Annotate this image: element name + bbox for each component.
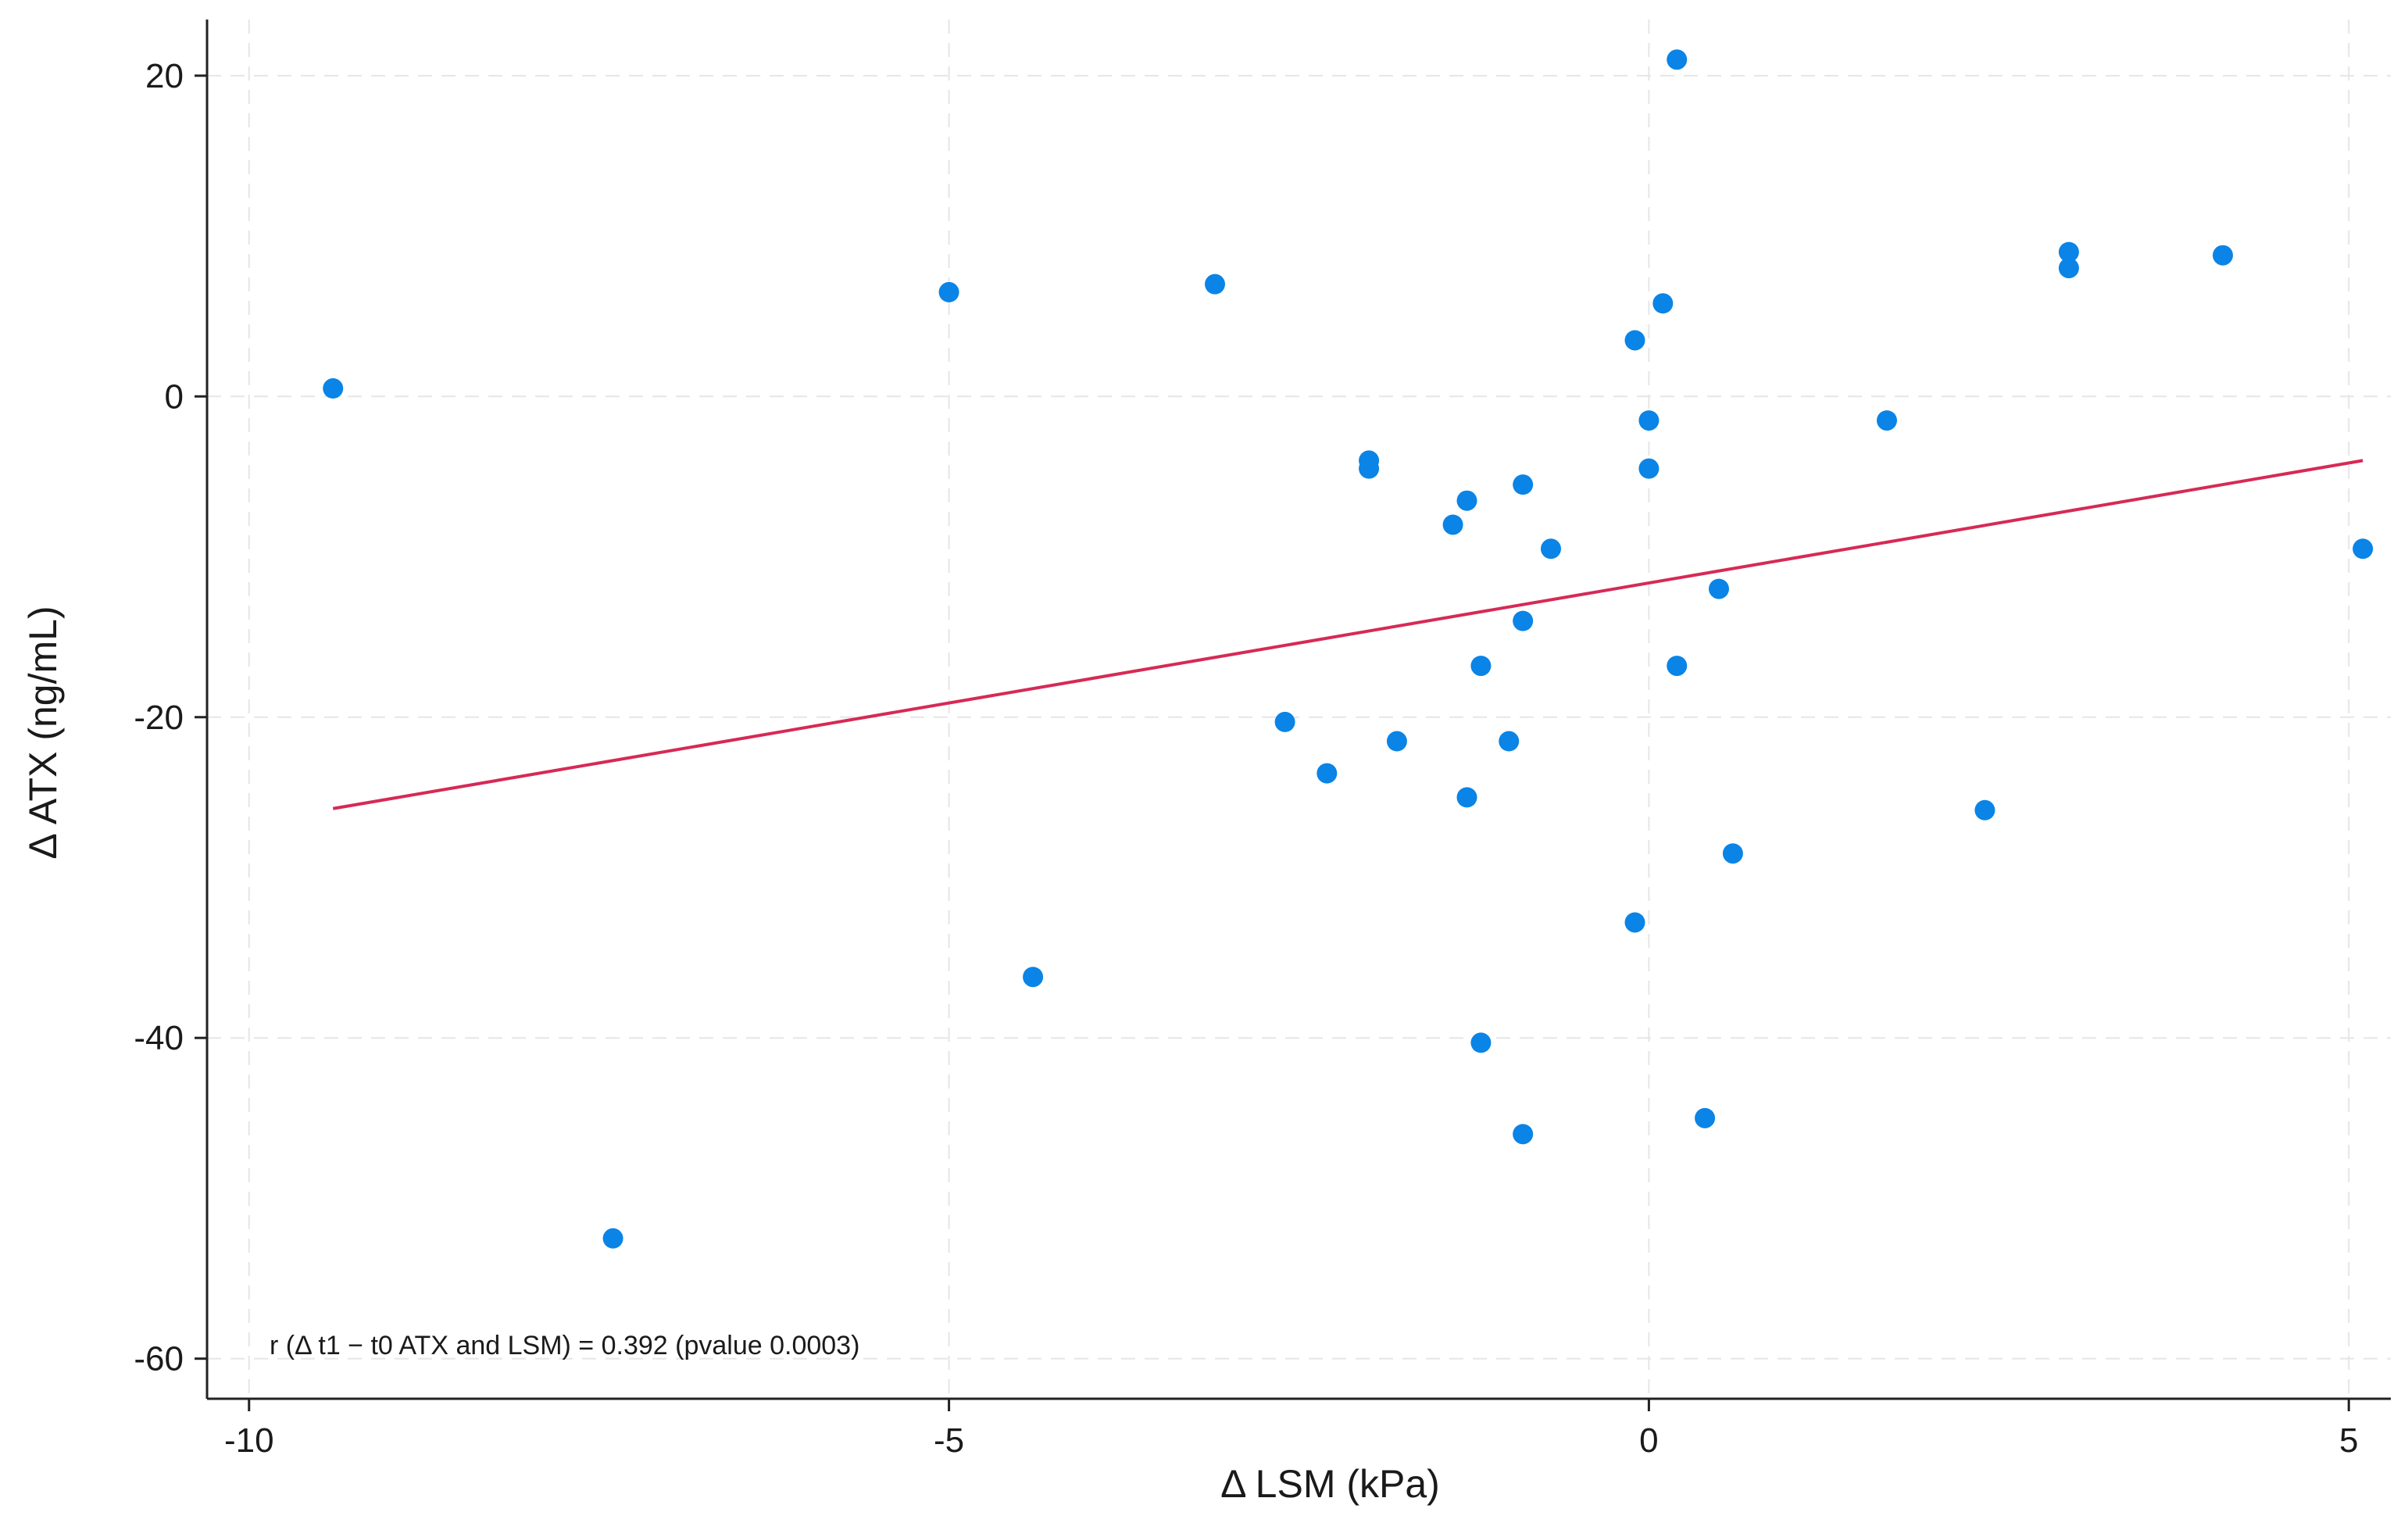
y-tick-label: 20: [145, 57, 184, 95]
scatter-point: [2058, 241, 2079, 263]
scatter-point: [1667, 656, 1688, 677]
scatter-point: [602, 1228, 623, 1249]
scatter-point: [1317, 763, 1338, 784]
scatter-point: [1974, 799, 1995, 820]
scatter-point: [1456, 490, 1477, 511]
correlation-annotation: r (Δ t1 − t0 ATX and LSM) = 0.392 (pvalu…: [270, 1331, 859, 1360]
x-tick-label: -5: [934, 1421, 964, 1460]
y-axis-title: Δ ATX (ng/mL): [21, 606, 65, 859]
scatter-point: [1442, 514, 1463, 535]
scatter-point: [1638, 410, 1660, 431]
scatter-point: [1877, 410, 1897, 431]
scatter-point: [1023, 967, 1044, 988]
scatter-point: [2213, 245, 2233, 266]
gridlines: [207, 20, 2391, 1399]
data-points: [323, 49, 2374, 1249]
scatter-point: [1638, 458, 1660, 479]
scatter-point: [1470, 1032, 1492, 1053]
scatter-point: [1513, 1124, 1534, 1145]
scatter-point: [1652, 293, 1674, 314]
scatter-point: [1205, 273, 1225, 295]
x-tick-label: 0: [1639, 1421, 1658, 1460]
scatter-point: [1722, 843, 1743, 864]
scatter-point: [1470, 656, 1492, 677]
scatter-point: [1499, 731, 1520, 752]
scatter-point: [323, 378, 344, 399]
x-tick-label: -10: [224, 1421, 274, 1460]
scatter-point: [1624, 912, 1645, 933]
scatter-point: [1695, 1107, 1716, 1128]
scatter-point: [1709, 578, 1729, 599]
x-tick-label: 5: [2339, 1421, 2358, 1460]
scatter-point: [1274, 711, 1295, 732]
x-axis-title: Δ LSM (kPa): [1220, 1462, 1440, 1506]
y-tick-label: -20: [134, 699, 184, 737]
scatter-point: [1667, 49, 1688, 70]
scatter-point: [1456, 787, 1477, 808]
scatter-point: [1359, 458, 1380, 479]
ticks: -10 -5 0 5 -60 -40 -20 0 20: [134, 57, 2358, 1460]
y-tick-label: -60: [134, 1340, 184, 1378]
axes: [205, 20, 2391, 1400]
scatter-point: [938, 281, 959, 302]
y-tick-label: -40: [134, 1019, 184, 1057]
scatter-point: [1513, 610, 1534, 631]
scatter-point: [1624, 330, 1645, 351]
scatter-point: [1513, 474, 1534, 495]
scatter-point: [2353, 538, 2374, 560]
fit-line-layer: [332, 459, 2363, 810]
scatter-point: [2058, 258, 2079, 279]
scatter-point: [1541, 538, 1561, 560]
y-tick-label: 0: [165, 377, 184, 416]
fit-line: [332, 459, 2363, 810]
scatter-point: [1386, 731, 1407, 752]
